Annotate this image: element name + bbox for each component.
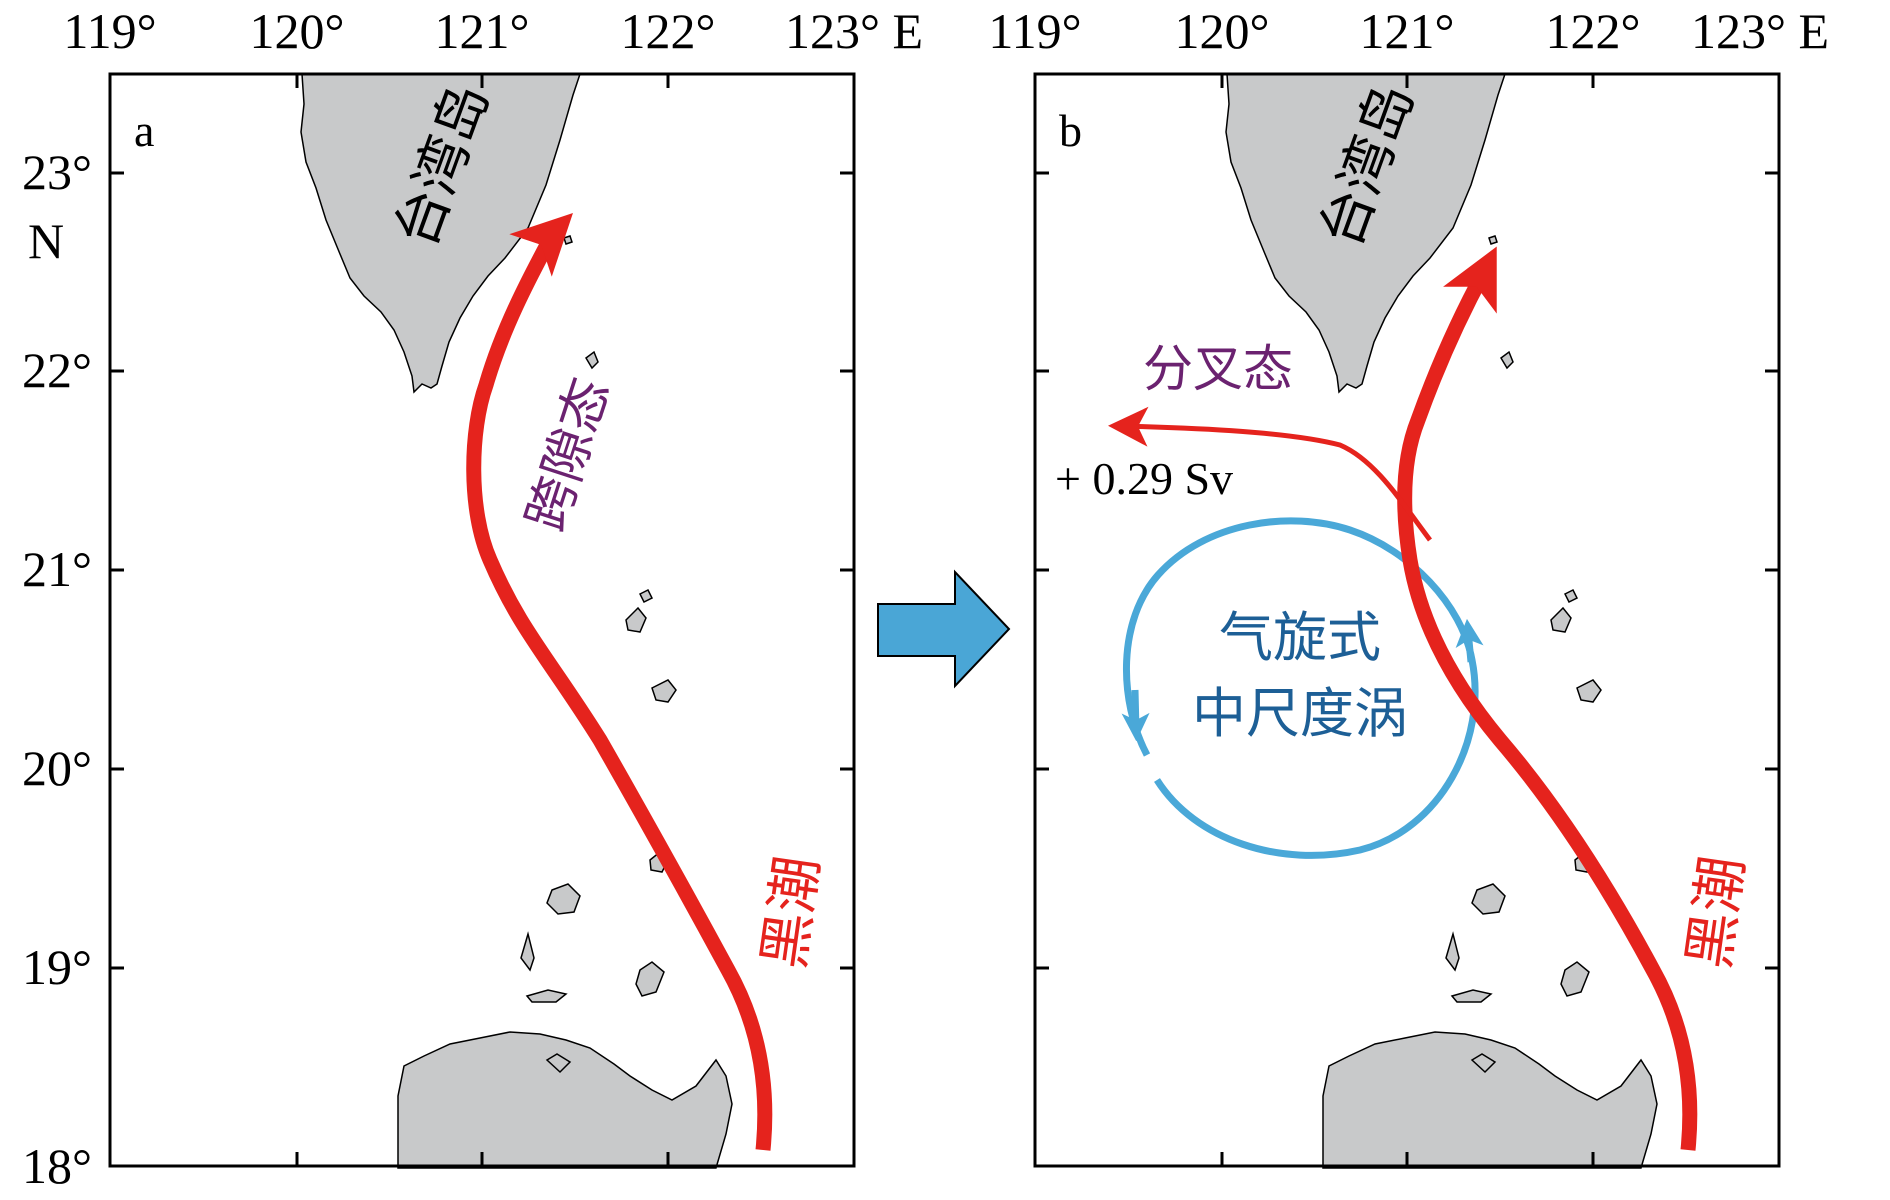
island: [1471, 883, 1506, 915]
island: [1576, 679, 1602, 703]
island: [1563, 588, 1579, 604]
right-arrow-icon: [877, 569, 1011, 689]
island: [525, 989, 568, 1003]
island: [625, 606, 647, 633]
panel-a-current-label: 黑潮: [752, 852, 832, 972]
lat-tick-label: 22°: [22, 342, 92, 398]
luzon-island: [397, 1031, 733, 1169]
lat-tick-label: 21°: [22, 541, 92, 597]
panel-b-eddy-label-line1: 气旋式: [1219, 606, 1381, 669]
panel-b-eddy-arrow-left: [1121, 689, 1150, 742]
island: [563, 235, 573, 245]
island: [1470, 1053, 1497, 1074]
lon-tick-label: 119°: [988, 3, 1081, 59]
island: [1500, 350, 1514, 370]
island: [1560, 961, 1590, 997]
island: [585, 350, 599, 370]
panel-a-letter: a: [134, 105, 154, 156]
panel-b-mode-label: 分叉态: [1143, 340, 1293, 398]
panel-a-ticks: [110, 74, 854, 1166]
panel-b-eddy-arrow-right: [1455, 618, 1484, 663]
taiwan-island: [1225, 73, 1507, 394]
panel-b-flux-label: + 0.29 Sv: [1055, 453, 1233, 504]
panel-b-current-label: 黑潮: [1677, 852, 1757, 972]
island: [651, 679, 677, 703]
island: [520, 931, 535, 972]
island: [1445, 931, 1460, 972]
island: [1488, 235, 1498, 245]
panel-b: 119° 120° 121° 122° 123° E b 台湾岛 分叉态 + 0…: [988, 3, 1829, 1169]
panel-b-branch-current-arrow: [1108, 406, 1433, 542]
island: [546, 883, 581, 915]
luzon-island: [1322, 1031, 1658, 1169]
panel-b-letter: b: [1059, 105, 1082, 156]
panel-a-kuroshio-current-arrow: [466, 213, 773, 1151]
lat-tick-label: 18°: [22, 1138, 92, 1194]
lon-tick-label: 121°: [435, 3, 530, 59]
panel-b-kuroshio-current-arrow: [1397, 246, 1698, 1151]
panel-b-eddy-ring: [1122, 517, 1479, 859]
panel-a: 119° 120° 121° 122° 123° E 23° N 22° 21°…: [22, 3, 923, 1194]
lon-tick-label: 122°: [1546, 3, 1641, 59]
lat-tick-label: 19°: [22, 939, 92, 995]
panel-a-land: [300, 73, 733, 1169]
island: [635, 961, 665, 997]
panel-a-mode-label: 跨隙态: [516, 371, 621, 538]
lon-tick-label: 119°: [63, 3, 156, 59]
island: [638, 588, 654, 604]
panel-b-eddy-label-line2: 中尺度涡: [1192, 682, 1408, 745]
lon-tick-label: 123° E: [1691, 3, 1829, 59]
lon-tick-label: 120°: [250, 3, 345, 59]
island: [545, 1053, 572, 1074]
panel-b-land: [1225, 73, 1658, 1169]
island: [1550, 606, 1572, 633]
lon-tick-label: 120°: [1175, 3, 1270, 59]
lon-tick-label: 122°: [621, 3, 716, 59]
island: [1450, 989, 1493, 1003]
lon-tick-label: 121°: [1360, 3, 1455, 59]
lat-unit-label: N: [28, 213, 64, 269]
panel-b-ticks: [1035, 74, 1779, 1166]
lat-tick-label: 20°: [22, 740, 92, 796]
lon-tick-label: 123° E: [785, 3, 923, 59]
lat-tick-label: 23°: [22, 144, 92, 200]
